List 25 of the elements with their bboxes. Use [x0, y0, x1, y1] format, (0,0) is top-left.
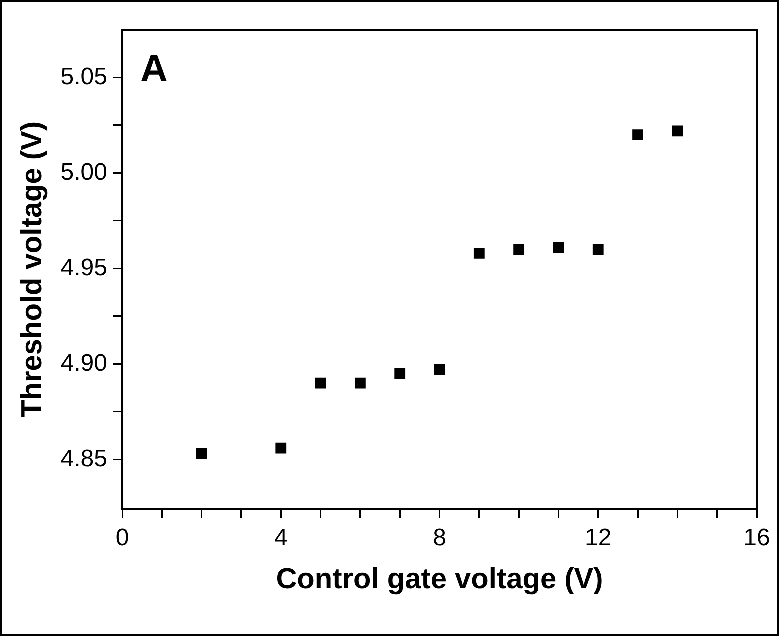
y-tick-label: 4.85 [60, 445, 108, 472]
x-tick-label: 16 [744, 524, 770, 552]
x-tick-label: 8 [433, 524, 446, 552]
y-tick-label: 5.05 [60, 63, 108, 90]
point [276, 442, 287, 454]
point [354, 378, 366, 389]
x-tick-label: 4 [274, 524, 288, 552]
y-tick-label: 4.95 [60, 254, 108, 282]
point [514, 244, 525, 256]
x-axis-title: Control gate voltage (V) [276, 564, 604, 596]
point [474, 248, 485, 259]
point [315, 378, 326, 389]
point [434, 364, 446, 376]
x-tick-label: 12 [585, 524, 612, 552]
annotation: A [140, 48, 168, 90]
point [553, 242, 564, 254]
point [672, 126, 684, 137]
point [592, 244, 604, 256]
x-tick-label: 0 [116, 524, 130, 552]
y-tick-label: 4.90 [60, 350, 108, 377]
point [632, 130, 644, 140]
y-tick-label: 5.00 [60, 158, 108, 186]
point [196, 448, 208, 460]
point [394, 368, 406, 380]
y-axis-title: Threshold voltage (V) [16, 121, 48, 418]
